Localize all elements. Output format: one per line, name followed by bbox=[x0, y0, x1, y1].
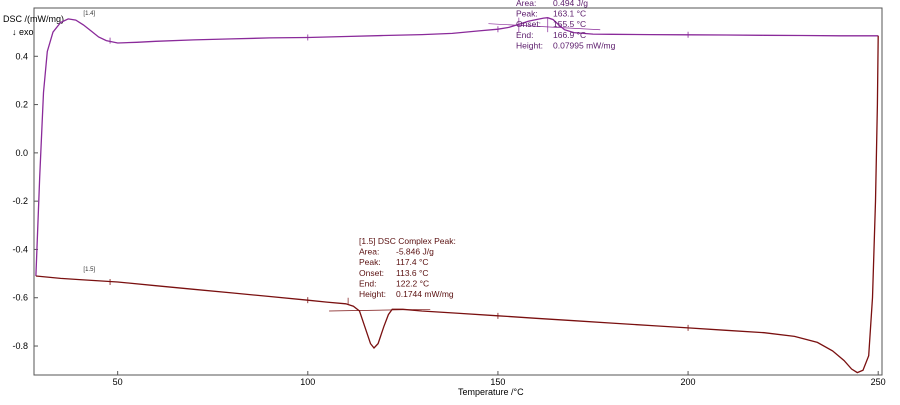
annotation-label: Onset: bbox=[359, 268, 384, 278]
annotation-value: 163.1 °C bbox=[553, 9, 586, 19]
y-tick-label: -0.4 bbox=[12, 244, 28, 254]
y-tick-label: 0.4 bbox=[15, 51, 28, 61]
annotation-label: Height: bbox=[359, 289, 386, 299]
x-tick-label: 250 bbox=[871, 377, 886, 387]
annotation-value: -5.846 J/g bbox=[396, 247, 434, 257]
annotation-value: 0.07995 mW/mg bbox=[553, 40, 616, 50]
x-tick-label: 100 bbox=[300, 377, 315, 387]
annotation-value: 113.6 °C bbox=[396, 268, 429, 278]
peak-baseline bbox=[488, 23, 601, 31]
exo-label: ↓ exo bbox=[12, 27, 34, 37]
series-line-2 bbox=[35, 35, 879, 374]
annotations: Area: 0.494 J/g Peak: 163.1 °C Onset: 155.5 °… bbox=[359, 0, 616, 299]
annotation-value: 166.9 °C bbox=[553, 30, 586, 40]
series-tag: [1.5] bbox=[83, 267, 95, 273]
x-tick-label: 200 bbox=[681, 377, 696, 387]
plot-frame bbox=[33, 7, 883, 376]
series-tag: [1.4] bbox=[83, 11, 95, 17]
y-tick-label: -0.2 bbox=[12, 196, 28, 206]
y-tick-label: 0.2 bbox=[15, 100, 28, 110]
annotation-label: Height: bbox=[516, 40, 543, 50]
y-axis-label: DSC /(mW/mg) bbox=[3, 14, 64, 24]
x-tick-label: 50 bbox=[113, 377, 123, 387]
series-group: [1.4] [1.5] bbox=[35, 11, 879, 374]
annotation-value: 155.5 °C bbox=[553, 19, 586, 29]
axis-ticks: 50 100 150 200 250 0.4 0.2 0.0 -0.2 -0.4 -0.6 -0.8 bbox=[12, 51, 885, 387]
annotation-value: 0.1744 mW/mg bbox=[396, 289, 454, 299]
annotation-value: 122.2 °C bbox=[396, 278, 429, 288]
annotation-label: Onset: bbox=[516, 19, 541, 29]
annotation-value: 117.4 °C bbox=[396, 257, 429, 267]
annotation-label: End: bbox=[516, 30, 534, 40]
x-axis-label: Temperature /°C bbox=[458, 387, 524, 397]
annotation-label: Peak: bbox=[359, 257, 381, 267]
annotation-label: Area: bbox=[516, 0, 536, 8]
annotation-label: Area: bbox=[359, 247, 379, 257]
y-tick-label: -0.6 bbox=[12, 293, 28, 303]
y-tick-label: 0.0 bbox=[15, 148, 28, 158]
annotation-label: Peak: bbox=[516, 9, 538, 19]
x-tick-label: 150 bbox=[490, 377, 505, 387]
annotation-header: [1.5] DSC Complex Peak: bbox=[359, 236, 456, 246]
y-tick-label: -0.8 bbox=[12, 341, 28, 351]
annotation-value: 0.494 J/g bbox=[553, 0, 588, 8]
annotation-label: End: bbox=[359, 278, 377, 288]
series-line-1 bbox=[35, 17, 879, 277]
